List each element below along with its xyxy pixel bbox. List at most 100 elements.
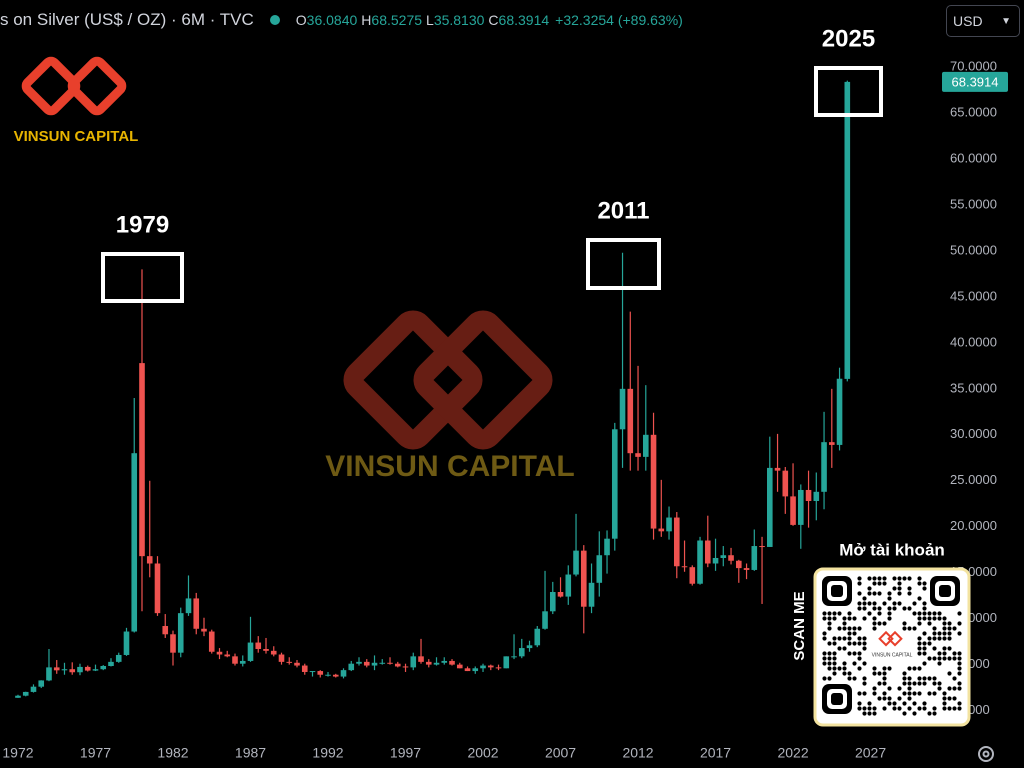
qr-module (917, 691, 922, 696)
qr-module (897, 601, 902, 606)
x-tick-label: 2002 (467, 745, 498, 761)
qr-module (947, 706, 952, 711)
qr-module (942, 651, 947, 656)
qr-module (922, 646, 927, 651)
qr-module (837, 611, 842, 616)
candle-body (348, 663, 355, 671)
qr-module (852, 661, 857, 666)
qr-module (857, 591, 862, 596)
qr-module (852, 626, 857, 631)
qr-module (922, 586, 927, 591)
candle-body (503, 656, 510, 669)
candle-body (759, 546, 765, 548)
qr-module (932, 676, 937, 681)
candle-body (813, 491, 820, 501)
candle-body (844, 81, 851, 379)
qr-module (867, 711, 872, 716)
qr-module (842, 661, 847, 666)
x-tick-label: 2022 (777, 745, 808, 761)
qr-module (897, 696, 902, 701)
settings-icon[interactable] (978, 746, 994, 762)
qr-module (832, 636, 837, 641)
candle-body (611, 429, 618, 539)
candle-body (131, 453, 138, 632)
qr-module (902, 711, 907, 716)
candle-body (797, 489, 804, 525)
qr-module (892, 701, 897, 706)
qr-module (822, 616, 827, 621)
qr-module (932, 631, 937, 636)
status-dot (269, 15, 280, 25)
qr-module (932, 681, 937, 686)
qr-module (942, 616, 947, 621)
qr-module (882, 691, 887, 696)
qr-module (952, 676, 957, 681)
qr-module (917, 651, 922, 656)
qr-module (947, 646, 952, 651)
qr-module (922, 676, 927, 681)
qr-module (872, 711, 877, 716)
x-tick-label: 1992 (312, 745, 343, 761)
candle-body (270, 650, 277, 655)
qr-module (947, 671, 952, 676)
qr-module (937, 636, 942, 641)
qr-module (837, 666, 842, 671)
qr-module (932, 691, 937, 696)
qr-module (827, 611, 832, 616)
qr-finder (939, 585, 951, 597)
qr-module (862, 596, 867, 601)
candle-body (30, 686, 37, 692)
ohlc-value: 68.5275 (371, 12, 423, 28)
candle-body (596, 555, 603, 583)
qr-module (902, 626, 907, 631)
qr-module (912, 626, 917, 631)
qr-panel: Mở tài khoản SCAN ME VINSUN CAPITAL (791, 540, 971, 727)
qr-module (917, 636, 922, 641)
qr-module (832, 611, 837, 616)
candle-body (208, 631, 215, 652)
qr-module (942, 631, 947, 636)
qr-module (927, 641, 932, 646)
qr-module (822, 661, 827, 666)
qr-module (937, 631, 942, 636)
qr-module (927, 656, 932, 661)
candle-body (704, 540, 711, 564)
candle-body (77, 666, 83, 673)
candle-body (201, 628, 207, 632)
qr-module (827, 666, 832, 671)
candle-body (774, 467, 781, 471)
qr-module (847, 636, 852, 641)
qr-module (932, 611, 937, 616)
currency-select[interactable]: USD ▼ (946, 5, 1020, 37)
qr-module (847, 641, 852, 646)
qr-module (857, 706, 862, 711)
annotation-box (586, 238, 661, 290)
qr-module (847, 611, 852, 616)
qr-module (917, 666, 922, 671)
qr-module (917, 621, 922, 626)
qr-module (877, 621, 882, 626)
annotation-label: 1979 (116, 211, 169, 238)
candle-body (518, 648, 525, 657)
qr-module (842, 671, 847, 676)
qr-module (922, 651, 927, 656)
qr-module (887, 701, 892, 706)
candle-body (177, 613, 184, 653)
qr-module (872, 601, 877, 606)
x-tick-label: 1982 (157, 745, 188, 761)
qr-module (947, 621, 952, 626)
qr-module (942, 691, 947, 696)
qr-module (947, 696, 952, 701)
qr-module (942, 696, 947, 701)
qr-module (842, 626, 847, 631)
qr-module (887, 591, 892, 596)
candle-body (829, 442, 835, 445)
qr-module (907, 666, 912, 671)
candle-body (15, 695, 21, 698)
qr-module (937, 681, 942, 686)
qr-module (822, 611, 827, 616)
qr-module (872, 591, 877, 596)
candle-body (712, 557, 719, 564)
candle-body (61, 669, 68, 671)
qr-module (872, 706, 877, 711)
